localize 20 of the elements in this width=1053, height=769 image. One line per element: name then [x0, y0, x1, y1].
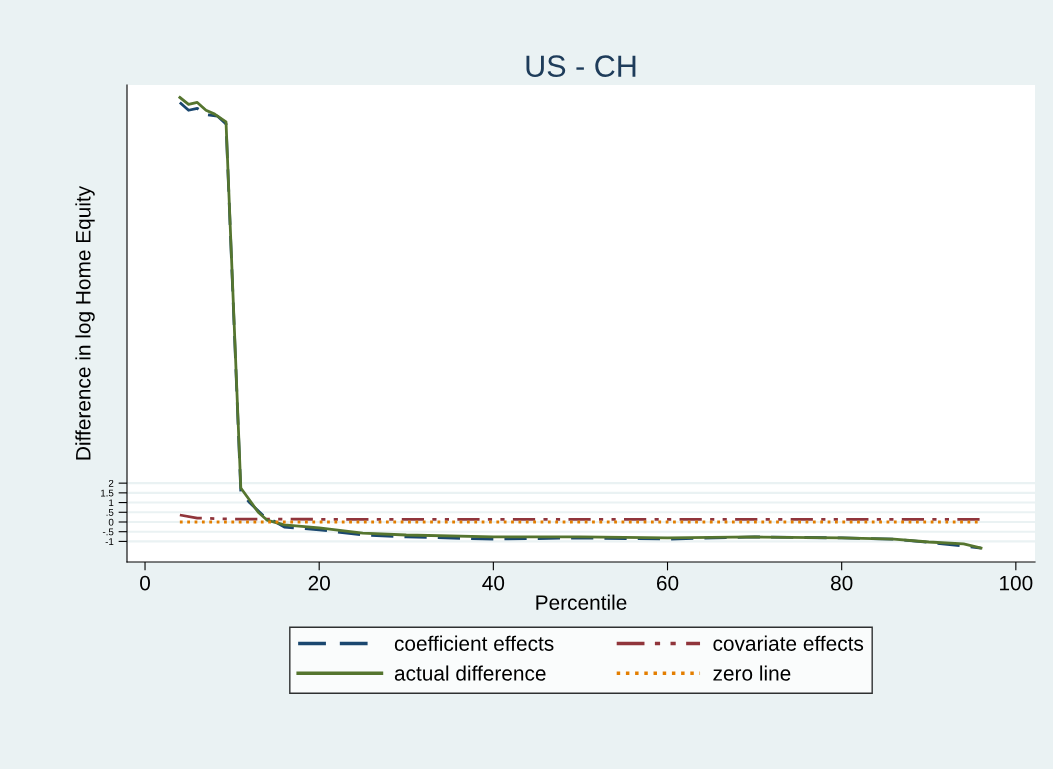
legend-label: covariate effects — [713, 635, 864, 651]
y-tick-label: -1 — [105, 538, 114, 545]
legend-label: coefficient effects — [394, 635, 554, 651]
x-tick-label: 100 — [1000, 575, 1033, 591]
y-tick-label: -.5 — [102, 528, 114, 536]
legend-label: zero line — [713, 665, 791, 681]
x-axis-title: Percentile — [536, 594, 627, 610]
x-tick-label: 40 — [482, 575, 505, 591]
x-tick-label: 80 — [831, 575, 853, 591]
x-tick-label: 60 — [656, 575, 679, 591]
legend-label: actual difference — [394, 665, 546, 681]
y-axis-title: Difference in log Home Equity — [75, 185, 95, 460]
chart-title: US - CH — [526, 55, 636, 77]
x-tick-label: 0 — [140, 575, 150, 591]
y-tick-label: 0 — [108, 518, 114, 526]
y-tick-label: 1 — [109, 499, 114, 507]
y-tick-label: 2 — [108, 479, 114, 487]
y-tick-label: 1.5 — [101, 489, 114, 497]
y-tick-label: .5 — [106, 509, 114, 516]
x-tick-label: 20 — [308, 575, 330, 591]
